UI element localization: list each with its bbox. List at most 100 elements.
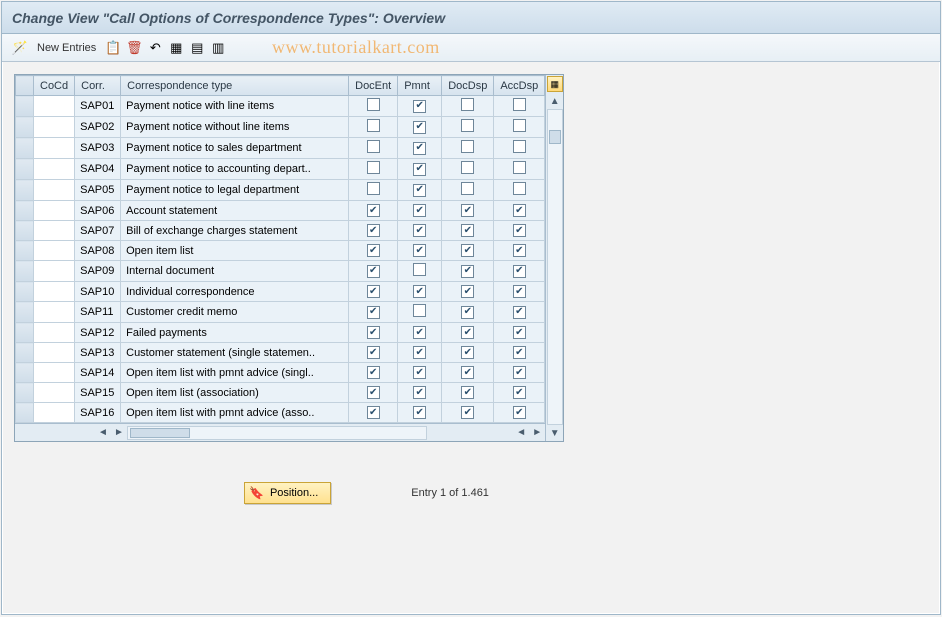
cell-cocd[interactable] [34,282,75,302]
cell-docdsp[interactable] [442,241,494,261]
cell-cocd[interactable] [34,117,75,138]
cell-docdsp[interactable] [442,302,494,323]
cell-docdsp[interactable] [442,363,494,383]
vscroll-track[interactable] [547,109,563,425]
cell-docent[interactable] [349,96,398,117]
cell-accdsp[interactable] [494,261,545,282]
cell-pmnt[interactable] [398,343,442,363]
cell-docdsp[interactable] [442,96,494,117]
cell-docent[interactable] [349,343,398,363]
cell-accdsp[interactable] [494,302,545,323]
cell-accdsp[interactable] [494,383,545,403]
table-row[interactable]: SAP14Open item list with pmnt advice (si… [16,363,545,383]
cell-accdsp[interactable] [494,363,545,383]
row-selector[interactable] [16,159,34,180]
row-selector[interactable] [16,117,34,138]
table-row[interactable]: SAP16Open item list with pmnt advice (as… [16,403,545,423]
cell-accdsp[interactable] [494,323,545,343]
scroll-left-icon[interactable]: ◄ [95,425,111,441]
cell-docdsp[interactable] [442,323,494,343]
deselect-icon[interactable]: ▥ [210,40,226,56]
table-row[interactable]: SAP04Payment notice to accounting depart… [16,159,545,180]
scroll-right-end-icon[interactable]: ► [529,425,545,441]
row-selector[interactable] [16,241,34,261]
cell-cocd[interactable] [34,403,75,423]
cell-pmnt[interactable] [398,96,442,117]
cell-pmnt[interactable] [398,201,442,221]
cell-cocd[interactable] [34,241,75,261]
cell-pmnt[interactable] [398,282,442,302]
cell-cocd[interactable] [34,180,75,201]
cell-docdsp[interactable] [442,159,494,180]
row-selector[interactable] [16,383,34,403]
cell-docdsp[interactable] [442,282,494,302]
cell-pmnt[interactable] [398,383,442,403]
horizontal-scrollbar[interactable]: ◄ ► ◄ ► [15,423,545,441]
position-button[interactable]: 🔖 Position... [244,482,331,504]
table-row[interactable]: SAP11Customer credit memo [16,302,545,323]
row-selector[interactable] [16,323,34,343]
cell-cocd[interactable] [34,96,75,117]
cell-accdsp[interactable] [494,403,545,423]
cell-accdsp[interactable] [494,138,545,159]
cell-accdsp[interactable] [494,343,545,363]
row-selector[interactable] [16,201,34,221]
cell-accdsp[interactable] [494,159,545,180]
cell-pmnt[interactable] [398,363,442,383]
cell-cocd[interactable] [34,302,75,323]
cell-docdsp[interactable] [442,403,494,423]
cell-accdsp[interactable] [494,117,545,138]
cell-pmnt[interactable] [398,403,442,423]
row-selector[interactable] [16,302,34,323]
cell-docent[interactable] [349,363,398,383]
cell-accdsp[interactable] [494,201,545,221]
scroll-left-end-icon[interactable]: ◄ [513,425,529,441]
column-header-desc[interactable]: Correspondence type [121,76,349,96]
table-row[interactable]: SAP02Payment notice without line items [16,117,545,138]
cell-docdsp[interactable] [442,343,494,363]
cell-cocd[interactable] [34,261,75,282]
cell-cocd[interactable] [34,201,75,221]
vertical-scrollbar[interactable]: ▦ ▲ ▼ [545,75,563,441]
copy-icon[interactable]: 📋 [105,40,121,56]
table-row[interactable]: SAP07Bill of exchange charges statement [16,221,545,241]
table-row[interactable]: SAP10Individual correspondence [16,282,545,302]
cell-docent[interactable] [349,180,398,201]
cell-pmnt[interactable] [398,138,442,159]
row-selector[interactable] [16,261,34,282]
cell-docdsp[interactable] [442,383,494,403]
scroll-up-icon[interactable]: ▲ [547,93,563,109]
cell-cocd[interactable] [34,138,75,159]
row-selector[interactable] [16,138,34,159]
cell-accdsp[interactable] [494,180,545,201]
cell-pmnt[interactable] [398,221,442,241]
column-header-cocd[interactable]: CoCd [34,76,75,96]
cell-pmnt[interactable] [398,323,442,343]
cell-docdsp[interactable] [442,117,494,138]
select-all-icon[interactable]: ▦ [168,40,184,56]
cell-cocd[interactable] [34,159,75,180]
cell-docent[interactable] [349,383,398,403]
cell-docdsp[interactable] [442,221,494,241]
column-header-accdsp[interactable]: AccDsp [494,76,545,96]
table-row[interactable]: SAP12Failed payments [16,323,545,343]
cell-docdsp[interactable] [442,201,494,221]
hscroll-track[interactable] [127,426,427,440]
row-selector[interactable] [16,343,34,363]
cell-docdsp[interactable] [442,180,494,201]
cell-pmnt[interactable] [398,261,442,282]
table-row[interactable]: SAP01Payment notice with line items [16,96,545,117]
table-row[interactable]: SAP06Account statement [16,201,545,221]
column-header-docent[interactable]: DocEnt [349,76,398,96]
scroll-right-icon[interactable]: ► [111,425,127,441]
cell-cocd[interactable] [34,221,75,241]
scroll-down-icon[interactable]: ▼ [547,425,563,441]
cell-cocd[interactable] [34,343,75,363]
table-row[interactable]: SAP09Internal document [16,261,545,282]
cell-accdsp[interactable] [494,282,545,302]
wand-icon[interactable]: 🪄 [12,40,28,56]
cell-docent[interactable] [349,282,398,302]
cell-docent[interactable] [349,117,398,138]
row-selector[interactable] [16,180,34,201]
delete-icon[interactable]: 🗑 [126,40,142,56]
